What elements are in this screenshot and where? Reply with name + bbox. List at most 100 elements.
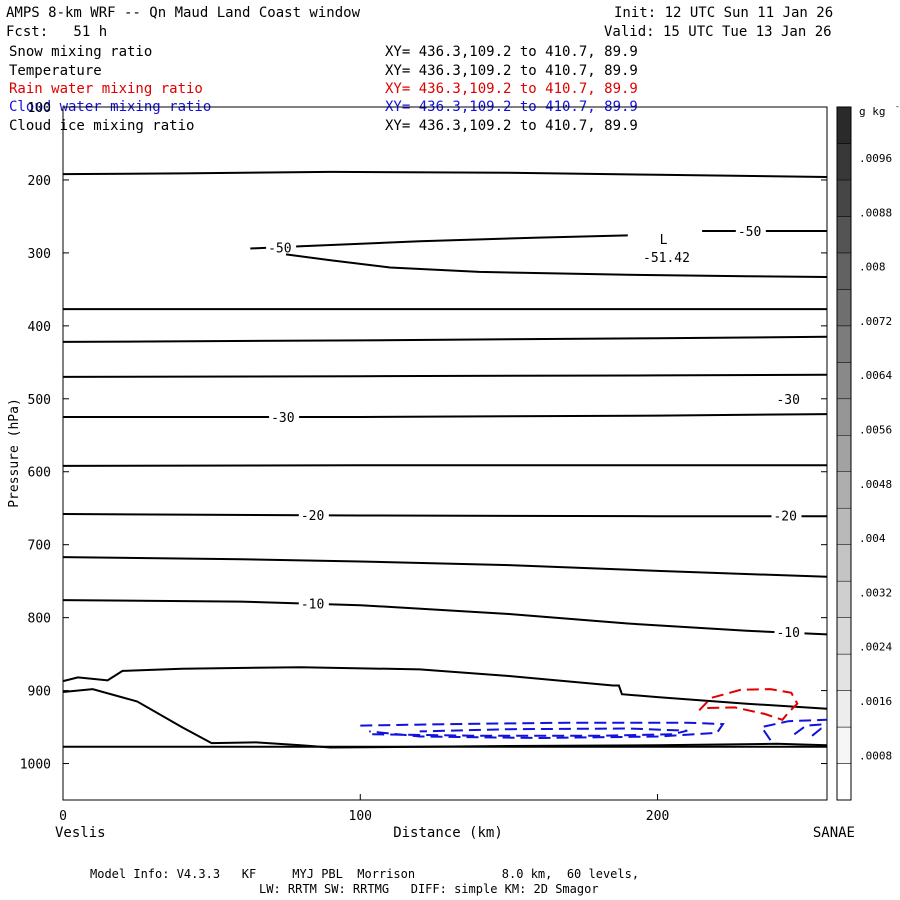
field-name-rain: Rain water mixing ratio xyxy=(9,81,203,97)
temperature-contour-label: -20 xyxy=(301,509,324,524)
y-axis-label: Pressure (hPa) xyxy=(7,398,22,508)
colorbar-swatch xyxy=(836,763,852,801)
colorbar-swatch xyxy=(836,289,852,327)
colorbar-tick-label: .0048 xyxy=(859,478,892,491)
colorbar-swatch xyxy=(836,325,852,363)
y-tick-label: 300 xyxy=(28,247,51,262)
colorbar-tick-label: .0008 xyxy=(859,749,892,762)
forecast-hour: Fcst: 51 h xyxy=(6,24,108,40)
temperature-contour xyxy=(62,464,827,467)
cloud-water-contour xyxy=(759,718,828,741)
low-center-value: -51.42 xyxy=(643,251,690,266)
init-time: Init: 12 UTC Sun 11 Jan 26 xyxy=(614,5,834,21)
colorbar-tick-label: .0088 xyxy=(859,206,892,219)
temperature-contour xyxy=(250,234,628,250)
temperature-contour-label: -20 xyxy=(773,510,796,525)
contour-label-bg xyxy=(269,409,300,426)
temperature-contour xyxy=(62,513,827,518)
colorbar-swatch xyxy=(836,435,852,472)
temperature-contour-label: -10 xyxy=(301,597,324,612)
y-tick-label: 500 xyxy=(28,393,51,408)
colorbar-swatch xyxy=(836,617,852,655)
temperature-contour-label: -10 xyxy=(776,626,799,641)
colorbar-swatch xyxy=(836,106,852,144)
y-tick-label: 600 xyxy=(28,466,51,481)
colorbar-swatch xyxy=(836,726,852,764)
colorbar-swatch xyxy=(836,362,852,400)
cloud-water-contour xyxy=(372,727,688,737)
end-location-label: SANAE xyxy=(813,825,855,841)
colorbar-tick-label: .0056 xyxy=(859,424,892,437)
cloud-water-contour xyxy=(793,723,828,736)
temperature-contour xyxy=(62,688,828,749)
colorbar-tick-label: .008 xyxy=(859,261,886,274)
y-tick-label: 100 xyxy=(28,101,51,116)
colorbar-swatch xyxy=(836,580,852,618)
colorbar-swatch xyxy=(836,398,852,436)
field-name-snow: Snow mixing ratio xyxy=(9,44,153,60)
contour-label-bg xyxy=(298,507,329,524)
y-tick-label: 700 xyxy=(28,539,51,554)
temperature-contour-label: -50 xyxy=(738,225,761,240)
temperature-contour xyxy=(62,556,828,578)
colorbar-tick-label: .0072 xyxy=(859,315,892,328)
colorbar-tick-label: .0064 xyxy=(859,369,892,382)
y-tick-label: 200 xyxy=(28,174,51,189)
y-tick-label: 800 xyxy=(28,612,51,627)
temperature-contour xyxy=(62,373,828,378)
footer-physics-info: LW: RRTM SW: RRTMG DIFF: simple KM: 2D S… xyxy=(259,882,599,896)
colorbar-tick-label: .0024 xyxy=(859,641,892,654)
field-xy-temperature: XY= 436.3,109.2 to 410.7, 89.9 xyxy=(385,63,638,79)
valid-time: Valid: 15 UTC Tue 13 Jan 26 xyxy=(604,24,832,40)
temperature-contour xyxy=(63,413,828,418)
contour-label-bg xyxy=(298,595,329,612)
start-location-label: Veslis xyxy=(55,825,106,841)
x-tick-label: 0 xyxy=(59,809,67,824)
x-tick-label: 200 xyxy=(646,809,669,824)
contour-label-bg xyxy=(771,507,802,524)
y-tick-label: 1000 xyxy=(20,758,51,773)
plot-frame xyxy=(62,106,828,801)
y-tick-label: 400 xyxy=(28,320,51,335)
temperature-contour xyxy=(62,335,828,343)
contour-label-bg xyxy=(266,239,297,256)
rain-water-contour xyxy=(698,688,799,721)
field-xy-cloud-ice: XY= 436.3,109.2 to 410.7, 89.9 xyxy=(385,118,638,134)
colorbar-swatch xyxy=(836,143,852,181)
temperature-contour xyxy=(285,253,828,278)
x-axis-label: Distance (km) xyxy=(393,825,503,841)
contour-label-bg xyxy=(774,390,805,407)
colorbar-swatch xyxy=(836,471,852,509)
temperature-contour-label: -50 xyxy=(268,242,291,257)
chart-title: AMPS 8-km WRF -- Qn Maud Land Coast wind… xyxy=(6,5,361,21)
contour-label-bg xyxy=(774,624,805,641)
contour-label-bg xyxy=(735,223,766,240)
colorbar-frame xyxy=(836,106,852,801)
low-center-marker: L xyxy=(660,233,668,248)
temperature-contour-label: -30 xyxy=(271,411,294,426)
colorbar-swatch xyxy=(836,690,852,728)
footer-model-info: Model Info: V4.3.3 KF MYJ PBL Morrison 8… xyxy=(90,867,640,881)
colorbar-unit: g kg xyxy=(859,105,886,118)
colorbar-unit-exponent: -1 xyxy=(895,102,900,111)
y-tick-label: 900 xyxy=(28,685,51,700)
colorbar-swatch xyxy=(836,507,852,545)
field-xy-rain: XY= 436.3,109.2 to 410.7, 89.9 xyxy=(385,81,638,97)
colorbar-swatch xyxy=(836,252,852,290)
colorbar-tick-label: .0032 xyxy=(859,586,892,599)
field-xy-snow: XY= 436.3,109.2 to 410.7, 89.9 xyxy=(385,44,638,60)
cloud-water-contour xyxy=(811,726,828,737)
field-name-temperature: Temperature xyxy=(9,63,102,79)
field-name-cloud-ice: Cloud ice mixing ratio xyxy=(9,118,195,134)
temperature-contour xyxy=(62,170,828,178)
temperature-contour-label: -30 xyxy=(776,393,799,408)
x-tick-label: 100 xyxy=(349,809,372,824)
colorbar-swatch xyxy=(836,216,852,254)
temperature-contour xyxy=(62,599,828,636)
colorbar-tick-label: .0016 xyxy=(859,695,892,708)
colorbar-tick-label: .004 xyxy=(859,532,886,545)
colorbar-tick-label: .0096 xyxy=(859,152,892,165)
cloud-water-contour xyxy=(360,721,725,740)
temperature-contour xyxy=(62,666,828,710)
